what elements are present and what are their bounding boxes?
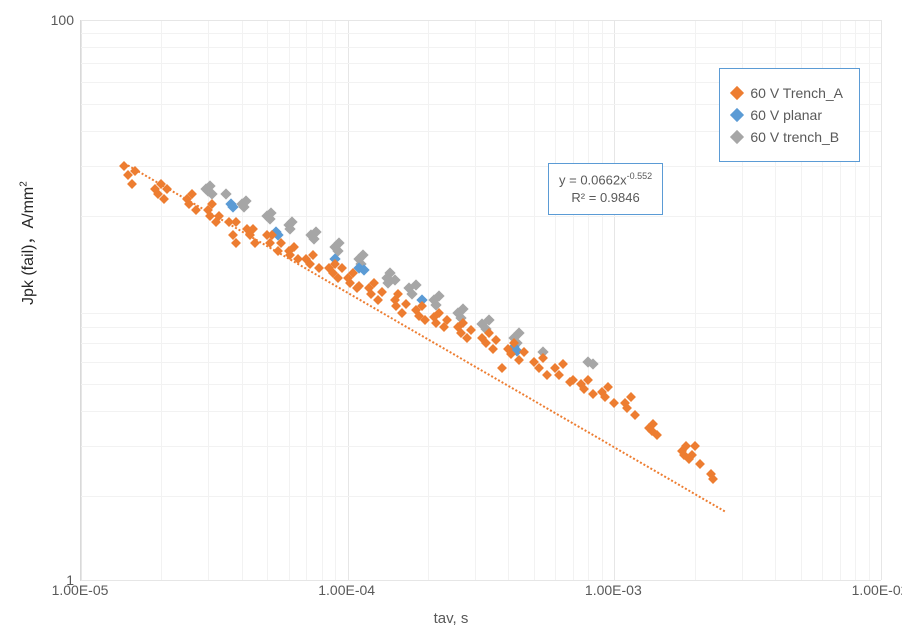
legend-marker-icon bbox=[730, 108, 744, 122]
x-tick-label: 1.00E-02 bbox=[852, 582, 902, 598]
legend-label: 60 V trench_B bbox=[750, 129, 839, 145]
legend-item: 60 V trench_B bbox=[732, 129, 843, 145]
data-point bbox=[652, 430, 662, 440]
data-point bbox=[695, 459, 705, 469]
data-point bbox=[542, 370, 552, 380]
y-axis-label: Jpk (fail)，A/mm2 bbox=[14, 181, 38, 305]
y-tick-label: 100 bbox=[50, 12, 74, 28]
trendline-r2: R² = 0.9846 bbox=[559, 189, 652, 207]
legend-label: 60 V Trench_A bbox=[750, 85, 843, 101]
legend-marker-icon bbox=[730, 86, 744, 100]
legend-label: 60 V planar bbox=[750, 107, 822, 123]
trendline-equation: y = 0.0662x-0.552 bbox=[559, 170, 652, 190]
x-tick-label: 1.00E-03 bbox=[585, 582, 642, 598]
data-point bbox=[488, 344, 498, 354]
legend-item: 60 V planar bbox=[732, 107, 843, 123]
legend: 60 V Trench_A 60 V planar 60 V trench_B bbox=[719, 68, 860, 162]
data-point bbox=[519, 347, 529, 357]
data-point bbox=[497, 363, 507, 373]
x-tick-label: 1.00E-04 bbox=[318, 582, 375, 598]
trendline-equation-box: y = 0.0662x-0.552 R² = 0.9846 bbox=[548, 163, 663, 215]
data-point bbox=[609, 398, 619, 408]
data-point bbox=[401, 299, 411, 309]
y-tick-label: 1 bbox=[50, 572, 74, 588]
x-axis-label: tav, s bbox=[434, 610, 469, 627]
data-point bbox=[127, 179, 137, 189]
scatter-chart: Jpk (fail)，A/mm2 tav, s 60 V Trench_A 60… bbox=[0, 0, 902, 633]
legend-marker-icon bbox=[730, 130, 744, 144]
legend-item: 60 V Trench_A bbox=[732, 85, 843, 101]
